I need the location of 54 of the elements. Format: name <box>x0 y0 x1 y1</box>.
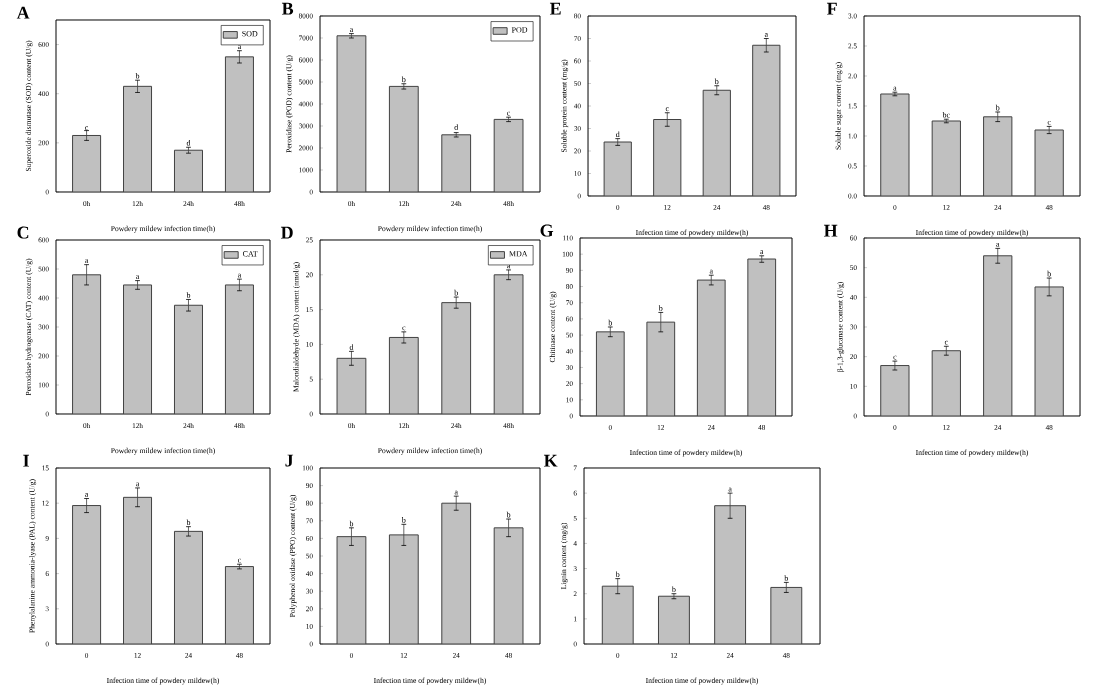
chart-title: F <box>826 2 837 15</box>
bar <box>983 255 1013 416</box>
bar <box>224 284 254 414</box>
bar <box>123 284 153 414</box>
bar <box>880 365 910 416</box>
bar <box>752 44 781 196</box>
bar <box>714 505 747 644</box>
bar <box>173 530 203 644</box>
bar <box>388 336 419 414</box>
bar <box>493 118 524 192</box>
bar <box>441 502 472 644</box>
bar <box>123 496 153 644</box>
bar <box>493 274 524 414</box>
chart-title: K <box>543 454 558 467</box>
bar <box>493 527 524 644</box>
bar <box>880 93 910 196</box>
bar <box>388 534 419 644</box>
bar <box>657 595 690 644</box>
bar <box>1034 286 1064 416</box>
bar <box>388 85 419 192</box>
bar <box>336 536 367 644</box>
chart-title: A <box>16 6 30 19</box>
chart-title: J <box>285 454 294 467</box>
chart-title: H <box>823 224 838 237</box>
bar <box>1034 129 1064 196</box>
bar <box>441 302 472 414</box>
bar <box>770 586 803 644</box>
bar <box>931 120 961 196</box>
chart-title: G <box>540 224 554 237</box>
chart-title: E <box>549 2 561 15</box>
bar <box>224 56 254 192</box>
chart-title: I <box>23 454 30 467</box>
bar <box>224 566 254 644</box>
bar <box>441 134 472 192</box>
bar <box>173 149 203 192</box>
bar <box>931 350 961 416</box>
chart-title: C <box>17 226 29 239</box>
bar <box>653 119 682 196</box>
bar <box>336 357 367 414</box>
bar <box>595 331 625 416</box>
bar <box>72 134 102 192</box>
chart-title: B <box>281 2 294 15</box>
bar <box>72 505 102 644</box>
bar <box>603 141 632 196</box>
bar <box>747 258 777 416</box>
bar <box>702 89 731 196</box>
bar <box>173 304 203 414</box>
bar <box>123 85 153 192</box>
bar <box>696 279 726 416</box>
bar <box>336 35 367 192</box>
bar <box>983 116 1013 196</box>
bar <box>646 321 676 416</box>
bar <box>601 585 634 644</box>
chart-title: D <box>280 226 293 239</box>
